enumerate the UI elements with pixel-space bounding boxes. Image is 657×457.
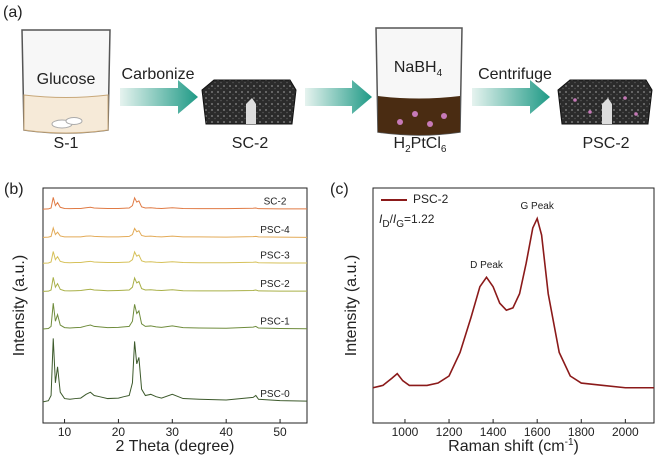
arrow [305,80,372,114]
sample-label: PSC-2 [582,135,629,152]
particle [412,111,418,117]
particle [427,121,433,127]
series-label: PSC-3 [260,251,290,262]
series-label: PSC-1 [260,316,290,327]
text-part: I [379,212,383,226]
panel-label: (a) [3,4,23,21]
x-axis-label: 2 Theta (degree) [116,438,235,455]
data-line [42,196,307,210]
text-part: I [393,212,397,226]
peak-annotation: D Peak [470,260,504,271]
particle [588,110,592,114]
data-line [42,226,308,238]
data-line [42,303,308,330]
text-part: / [390,212,394,226]
panel-label: (b) [4,181,24,198]
x-tick-label: 1200 [436,425,463,439]
panel-label: (c) [330,181,349,198]
plot-frame [42,187,308,424]
ratio-label: ID/IG=1.22 [379,212,435,229]
reagent-label: NaBH4 [394,59,443,78]
x-tick-label: 10 [58,425,72,439]
particle [397,119,403,125]
subscript: 6 [441,144,447,155]
arrow [120,80,198,114]
y-axis-label: Intensity (a.u.) [343,255,360,356]
x-tick-label: 2000 [612,425,639,439]
solution [23,94,109,134]
particle [573,98,577,102]
data-line [42,338,308,403]
solution [378,96,460,135]
subscript: 4 [437,68,443,79]
beaker-text: Glucose [37,71,96,88]
step-label: Centrifuge [478,66,552,83]
y-axis-label: Intensity (a.u.) [11,255,28,356]
sample-label: SC-2 [232,135,269,152]
plot-frame [372,187,655,424]
text-part: NaBH [394,59,437,76]
data-line [42,250,307,264]
x-tick-label: 1800 [568,425,595,439]
x-tick-label: 1600 [524,425,551,439]
step-label: Carbonize [122,66,195,83]
text-part: ) [574,438,579,455]
particle [441,113,447,119]
subscript: G [396,219,404,230]
text-part: H [394,135,406,152]
x-tick-label: 20 [112,425,126,439]
notch [246,98,256,124]
x-tick-label: 1000 [392,425,419,439]
data-line [372,216,654,389]
legend-label: PSC-2 [413,192,449,206]
series-label: SC-2 [264,197,287,208]
superscript: -1 [565,437,574,448]
crystal [65,117,83,125]
particle [634,112,638,116]
x-tick-label: 30 [166,425,180,439]
precursor-label: H2PtCl6 [394,135,447,154]
sample-label: S-1 [54,135,79,152]
subscript: 2 [405,144,411,155]
arrow [472,80,550,114]
text-part: =1.22 [404,212,435,226]
x-tick-label: 40 [220,425,234,439]
text-part: Raman shift (cm [448,438,564,455]
peak-annotation: G Peak [521,201,555,212]
subscript: D [382,219,389,230]
series-label: PSC-2 [260,279,290,290]
panel-a: (a) Glucose S-1 Carbonize SC-2 NaBH4 H2P… [3,4,653,155]
notch [602,98,612,124]
x-tick-label: 1400 [480,425,507,439]
series-label: PSC-4 [260,225,290,236]
x-tick-label: 50 [273,425,287,439]
text-part: PtCl [411,135,441,152]
x-axis-label: Raman shift (cm-1) [448,437,579,456]
particle [623,96,627,100]
data-line [42,276,307,292]
series-label: PSC-0 [260,389,290,400]
